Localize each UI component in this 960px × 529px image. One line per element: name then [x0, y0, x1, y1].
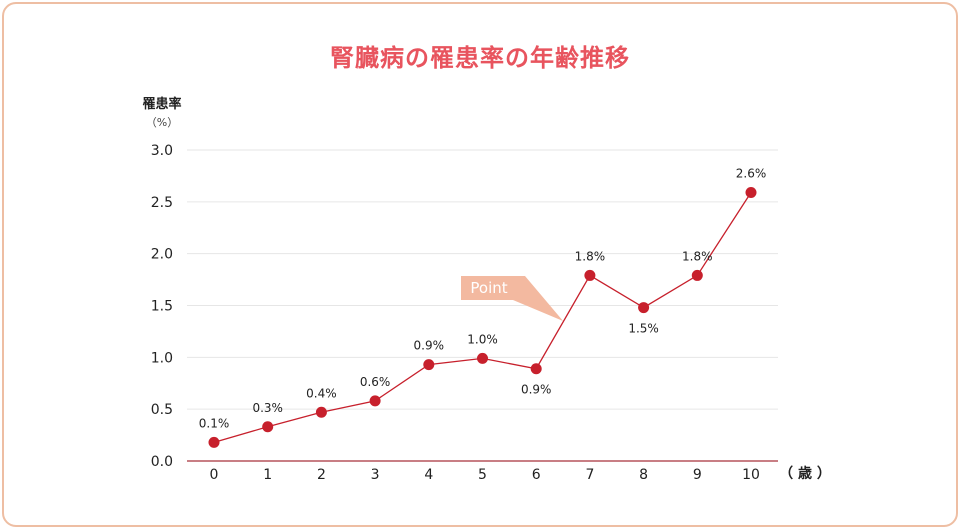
data-point	[638, 302, 650, 314]
data-point	[208, 436, 220, 448]
data-point	[477, 352, 488, 364]
data-label: 0.9%	[521, 383, 552, 397]
data-label: 0.6%	[360, 375, 391, 389]
data-point	[584, 269, 596, 281]
x-tick-label: 4	[424, 467, 433, 483]
data-point	[423, 359, 435, 371]
x-tick-label: 5	[478, 467, 487, 483]
y-tick-label: 2.5	[151, 195, 173, 211]
series-line	[213, 192, 752, 443]
x-tick-label: 10	[742, 467, 760, 483]
point-callout: Point	[461, 276, 564, 322]
data-label: 0.3%	[252, 401, 283, 415]
data-point	[745, 187, 757, 199]
x-tick-label: 0	[210, 467, 219, 483]
data-label: 1.8%	[575, 249, 606, 263]
data-label: 1.0%	[467, 332, 498, 346]
data-label: 0.4%	[306, 386, 337, 400]
data-label: 0.9%	[414, 339, 445, 353]
y-axis-unit: （%）	[146, 116, 178, 129]
callout-bubble	[461, 276, 564, 322]
y-axis-ticks: 0.0 0.5 1.0 1.5 2.0 2.5 3.0	[151, 143, 173, 470]
y-tick-label: 1.0	[151, 350, 173, 366]
y-tick-label: 0.5	[151, 402, 173, 418]
x-axis-ticks: 0 1 2 3 4 5 6 7 8 9 10	[210, 467, 760, 483]
x-tick-label: 8	[639, 467, 648, 483]
x-tick-label: 6	[532, 467, 541, 483]
data-labels: 0.1% 0.3% 0.4% 0.6% 0.9% 1.0% 0.9% 1.8% 1.5% 1.8%…	[199, 167, 767, 431]
data-label: 1.8%	[682, 249, 713, 263]
data-point	[691, 269, 703, 281]
y-tick-label: 3.0	[151, 143, 173, 159]
x-tick-label: 7	[585, 467, 594, 483]
x-tick-label: 1	[263, 467, 272, 483]
data-label: 1.5%	[628, 322, 659, 336]
data-label: 2.6%	[736, 167, 767, 181]
y-axis-label: 罹患率	[142, 96, 181, 112]
data-point	[262, 421, 274, 433]
callout-label: Point	[470, 279, 507, 297]
data-point	[530, 363, 542, 375]
x-tick-label: 3	[371, 467, 380, 483]
x-axis-unit: （ 歳 ）	[779, 465, 831, 482]
chart-title: 腎臓病の罹患率の年齢推移	[330, 44, 630, 72]
x-tick-label: 2	[317, 467, 326, 483]
y-tick-label: 1.5	[151, 299, 173, 315]
data-label: 0.1%	[199, 416, 230, 430]
data-points	[208, 187, 757, 448]
x-tick-label: 9	[693, 467, 702, 483]
data-point	[315, 406, 327, 418]
data-point	[369, 395, 381, 407]
y-tick-label: 2.0	[151, 247, 173, 263]
y-tick-label: 0.0	[151, 454, 173, 470]
